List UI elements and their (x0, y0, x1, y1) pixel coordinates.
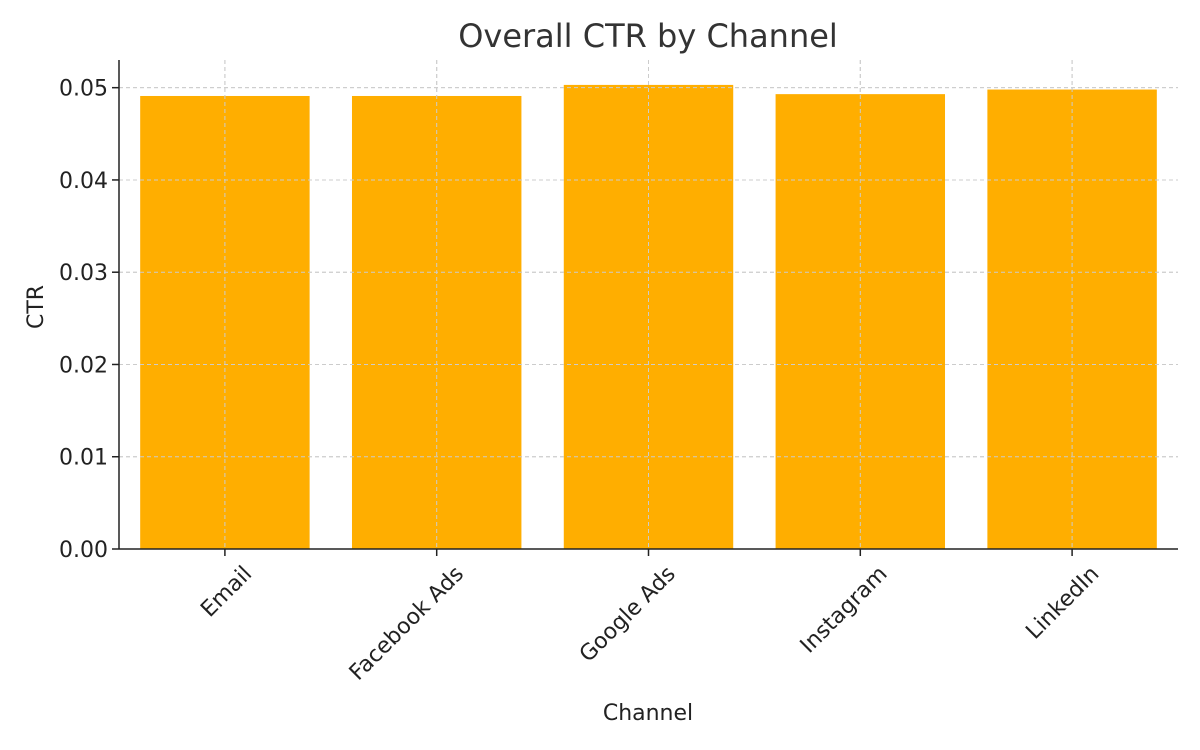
x-axis-title: Channel (603, 701, 693, 726)
y-axis-title: CTR (24, 285, 49, 329)
x-ticks: Email Facebook Ads Google Ads Instagram Link… (196, 549, 1104, 686)
y-tick-label: 0.04 (59, 169, 108, 194)
bar-google-ads (563, 84, 734, 550)
x-tick-label: Google Ads (575, 562, 681, 668)
y-tick-label: 0.05 (59, 77, 108, 102)
x-tick-label: LinkedIn (1021, 562, 1104, 645)
y-ticks: 0.00 0.01 0.02 0.03 0.04 0.05 (59, 77, 119, 563)
y-tick-label: 0.02 (59, 353, 108, 378)
y-tick-label: 0.03 (59, 261, 108, 286)
y-tick-label: 0.00 (59, 538, 108, 563)
x-tick-label: Instagram (796, 562, 893, 659)
x-tick-label: Email (196, 562, 257, 623)
x-tick-label: Facebook Ads (345, 562, 469, 686)
chart-title: Overall CTR by Channel (458, 17, 838, 55)
y-tick-label: 0.01 (59, 446, 108, 471)
